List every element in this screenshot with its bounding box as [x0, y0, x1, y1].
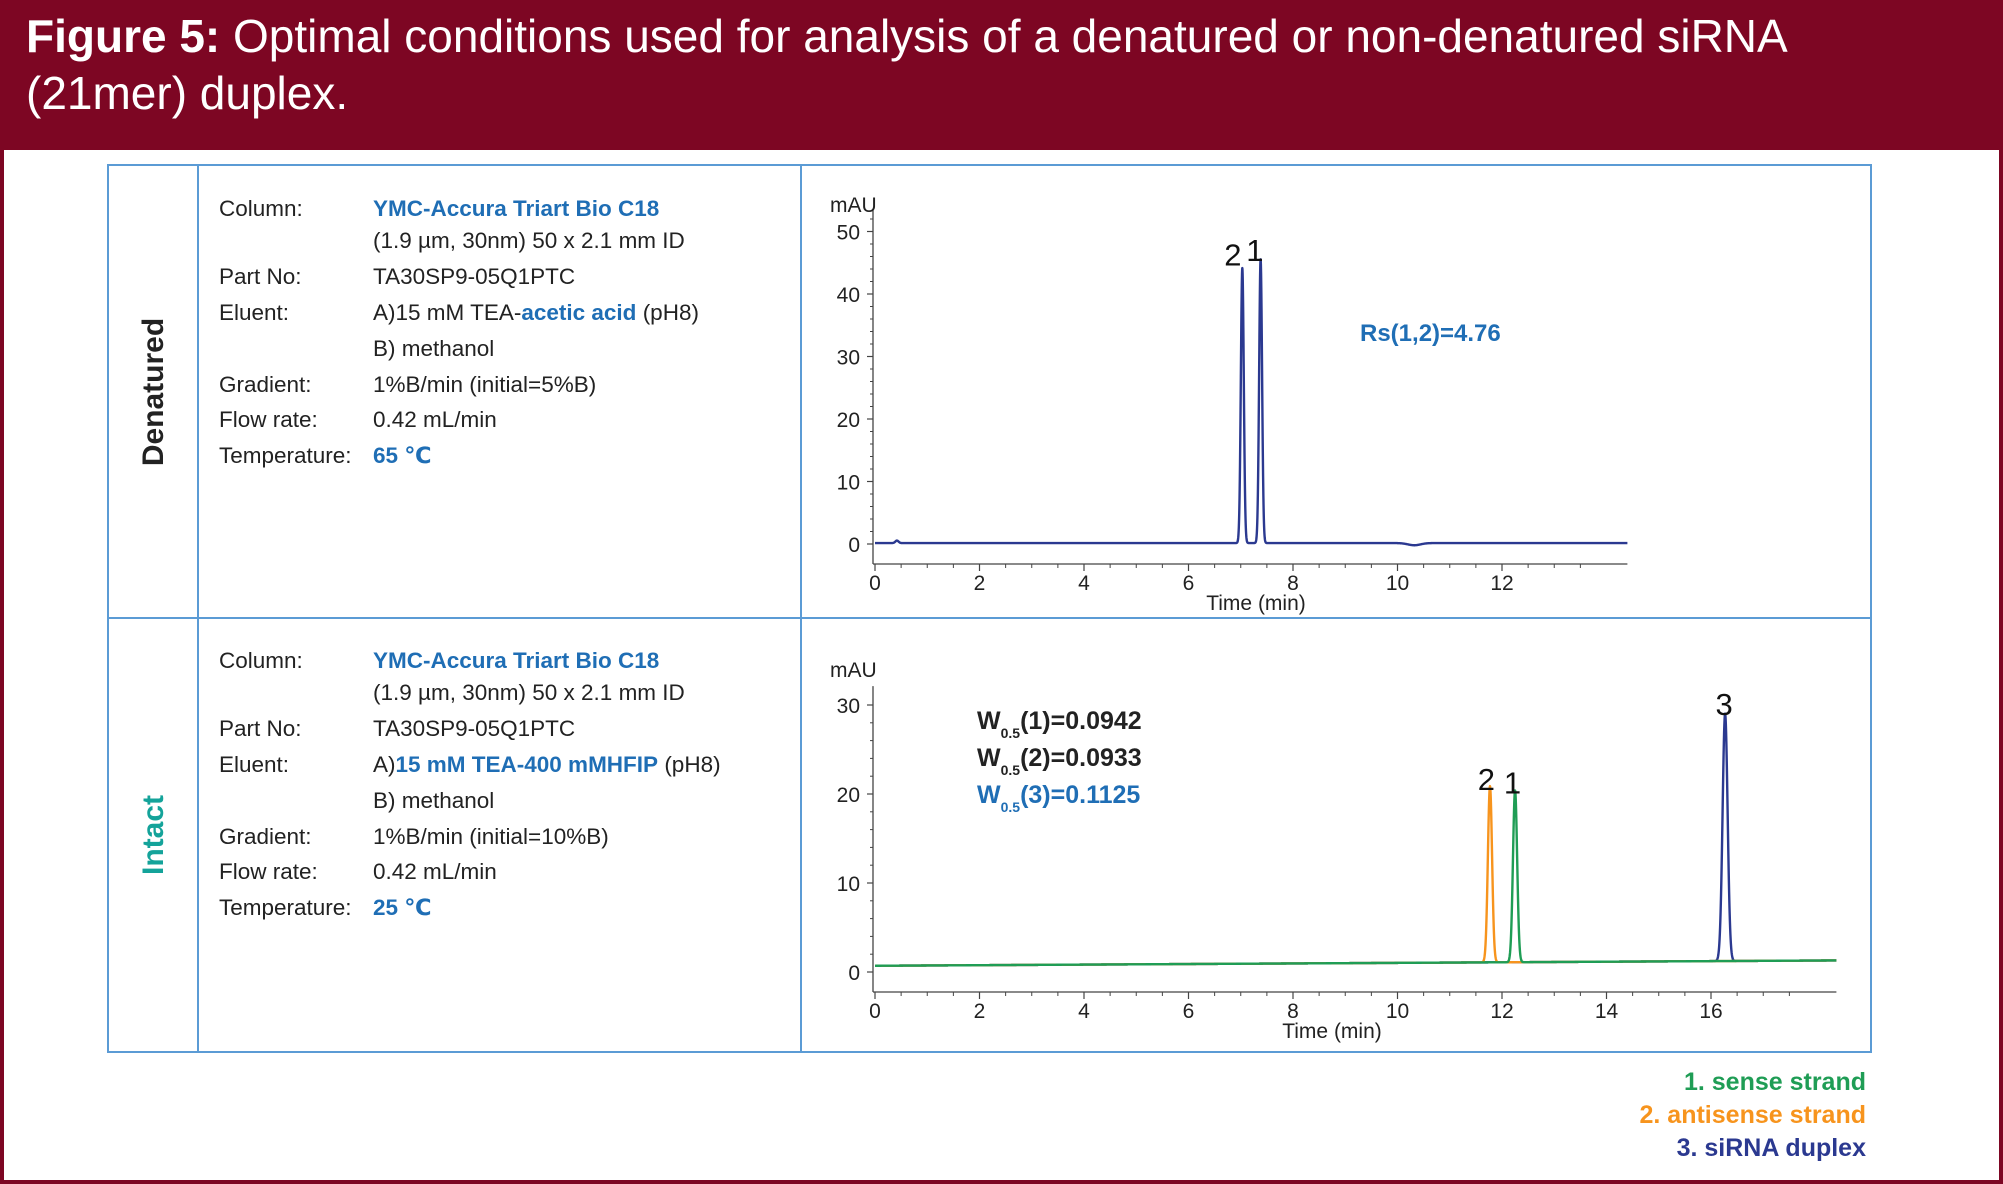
- eluent-b-value: B) methanol: [373, 336, 495, 361]
- flow-value: 0.42 mL/min: [373, 407, 497, 432]
- part-label: Part No:: [219, 716, 302, 741]
- intact-x-tick-label: 0: [869, 1000, 881, 1023]
- figure-header: Figure 5: Optimal conditions used for an…: [4, 0, 2003, 150]
- figure-label: Figure 5:: [26, 10, 221, 62]
- part-value: TA30SP9-05Q1PTC: [373, 716, 576, 741]
- denatured-x-tick-label: 12: [1490, 572, 1513, 595]
- intact-peak-label: 3: [1715, 687, 1732, 722]
- legend-item-duplex: 3. siRNA duplex: [1676, 1134, 1866, 1162]
- denatured-x-tick-label: 4: [1078, 572, 1090, 595]
- temperature-value: 65 ℃: [373, 443, 432, 468]
- intact-y-tick-label: 10: [837, 873, 860, 896]
- intact-x-tick-label: 6: [1183, 1000, 1195, 1023]
- conditions-denatured: Column: YMC-Accura Triart Bio C18 (1.9 µ…: [219, 196, 789, 496]
- part-label: Part No:: [219, 264, 302, 289]
- table-divider-row: [109, 617, 1870, 619]
- intact-x-axis-label: Time (min): [1282, 1020, 1382, 1043]
- flow-label: Flow rate:: [219, 407, 318, 432]
- denatured-y-tick-label: 10: [837, 472, 860, 495]
- column-label: Column:: [219, 648, 303, 673]
- column-value: YMC-Accura Triart Bio C18: [373, 648, 660, 673]
- column-detail: (1.9 µm, 30nm) 50 x 2.1 mm ID: [373, 680, 685, 705]
- temperature-label: Temperature:: [219, 895, 352, 920]
- flow-value: 0.42 mL/min: [373, 859, 497, 884]
- denatured-y-tick-label: 0: [848, 534, 860, 557]
- gradient-label: Gradient:: [219, 824, 312, 849]
- denatured-x-tick-label: 10: [1386, 572, 1409, 595]
- intact-width-annotation: W0.5(1)=0.0942: [977, 707, 1142, 741]
- intact-x-tick-label: 10: [1386, 1000, 1409, 1023]
- flow-label: Flow rate:: [219, 859, 318, 884]
- temperature-value: 25 ℃: [373, 895, 432, 920]
- legend-item-sense: 1. sense strand: [1683, 1068, 1866, 1096]
- eluent-label: Eluent:: [219, 300, 290, 325]
- figure-title-line2: (21mer) duplex.: [26, 67, 349, 119]
- table-divider-chart: [800, 166, 802, 1051]
- legend-item-antisense: 2. antisense strand: [1639, 1101, 1866, 1129]
- table-divider-label: [197, 166, 199, 1051]
- intact-series-sense-strand: [874, 789, 1837, 967]
- denatured-y-tick-label: 30: [837, 347, 860, 370]
- eluent-b-value: B) methanol: [373, 788, 495, 813]
- figure-title-line1: Optimal conditions used for analysis of …: [233, 10, 1788, 62]
- intact-peak-label: 1: [1504, 766, 1521, 801]
- denatured-x-tick-label: 2: [974, 572, 986, 595]
- intact-x-tick-label: 8: [1287, 1000, 1299, 1023]
- denatured-peak-label: 2: [1224, 237, 1241, 272]
- conditions-intact: Column: YMC-Accura Triart Bio C18 (1.9 µ…: [219, 648, 789, 948]
- temperature-label: Temperature:: [219, 443, 352, 468]
- gradient-value: 1%B/min (initial=10%B): [373, 824, 609, 849]
- eluent-a-value: A)15 mM TEA-400 mMHFIP (pH8): [373, 752, 721, 777]
- column-label: Column:: [219, 196, 303, 221]
- column-detail: (1.9 µm, 30nm) 50 x 2.1 mm ID: [373, 228, 685, 253]
- intact-y-axis-label: mAU: [830, 659, 877, 682]
- intact-x-tick-label: 12: [1490, 1000, 1513, 1023]
- intact-x-tick-label: 4: [1078, 1000, 1090, 1023]
- denatured-x-tick-label: 8: [1287, 572, 1299, 595]
- intact-x-tick-label: 2: [974, 1000, 986, 1023]
- gradient-value: 1%B/min (initial=5%B): [373, 372, 597, 397]
- legend: 1. sense strand 2. antisense strand 3. s…: [1640, 1066, 1866, 1165]
- intact-peak-label: 2: [1478, 762, 1495, 797]
- denatured-x-tick-label: 6: [1183, 572, 1195, 595]
- intact-x-tick-label: 16: [1699, 1000, 1722, 1023]
- part-value: TA30SP9-05Q1PTC: [373, 264, 576, 289]
- denatured-y-tick-label: 20: [837, 409, 860, 432]
- denatured-peak-label: 1: [1246, 233, 1263, 268]
- conditions-table: Denatured Intact Column: YMC-Accura Tria…: [107, 164, 1872, 1053]
- column-value: YMC-Accura Triart Bio C18: [373, 196, 660, 221]
- denatured-series-denatured: [874, 258, 1629, 547]
- intact-x-tick-label: 14: [1595, 1000, 1619, 1023]
- intact-width-annotation: W0.5(3)=0.1125: [977, 781, 1140, 815]
- intact-y-tick-label: 20: [837, 784, 860, 807]
- denatured-resolution-annotation: Rs(1,2)=4.76: [1360, 320, 1501, 347]
- denatured-x-axis-label: Time (min): [1206, 592, 1306, 615]
- denatured-x-tick-label: 0: [869, 572, 881, 595]
- denatured-y-tick-label: 40: [837, 284, 860, 307]
- intact-y-tick-label: 0: [848, 962, 860, 985]
- denatured-y-axis-label: mAU: [830, 194, 877, 217]
- denatured-y-tick-label: 50: [837, 222, 860, 245]
- eluent-a-value: A)15 mM TEA-acetic acid (pH8): [373, 300, 699, 325]
- eluent-label: Eluent:: [219, 752, 290, 777]
- gradient-label: Gradient:: [219, 372, 312, 397]
- intact-width-annotation: W0.5(2)=0.0933: [977, 744, 1142, 778]
- intact-y-tick-label: 30: [837, 695, 860, 718]
